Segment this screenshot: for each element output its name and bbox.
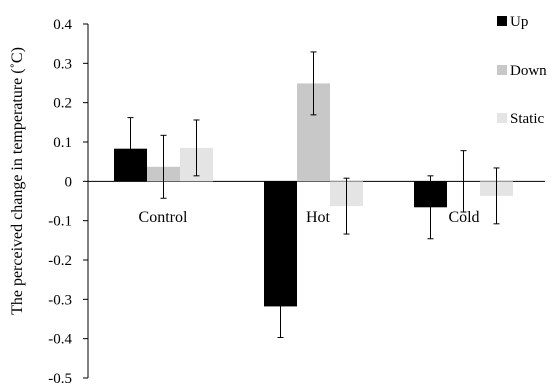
category-label-hot: Hot: [306, 209, 331, 226]
legend-label-down: Down: [510, 63, 547, 79]
legend-label-static: Static: [510, 111, 545, 127]
y-tick-label: -0.4: [48, 332, 72, 348]
y-axis-title-text: The perceived change in temperature (˚C): [9, 47, 26, 315]
axes: [87, 24, 545, 378]
y-tick-label: -0.5: [48, 371, 72, 387]
y-tick-label: -0.1: [48, 214, 72, 230]
y-ticks: 0.4 0.3 0.2 0.1 0 -0.1 -0.2 -0.3 -0.4 -0.5: [48, 17, 88, 387]
legend-label-up: Up: [510, 14, 528, 30]
legend-swatch-down: [497, 65, 507, 75]
bars: [114, 83, 513, 307]
legend-swatch-up: [497, 16, 507, 26]
y-tick-label: -0.2: [48, 253, 72, 269]
y-tick-label: 0.3: [53, 56, 72, 72]
category-label-control: Control: [139, 209, 188, 226]
y-tick-label: 0.1: [53, 135, 72, 151]
category-labels: Control Hot Cold: [139, 209, 480, 226]
category-label-cold: Cold: [448, 209, 479, 226]
y-tick-label: 0.4: [53, 17, 72, 33]
legend: Up Down Static: [497, 14, 547, 127]
y-tick-label: -0.3: [48, 292, 72, 308]
y-tick-label: 0: [65, 174, 73, 190]
legend-swatch-static: [497, 113, 507, 123]
y-tick-label: 0.2: [53, 96, 72, 112]
error-bars: [127, 51, 500, 338]
y-axis-title: The perceived change in temperature (˚C): [9, 47, 26, 315]
